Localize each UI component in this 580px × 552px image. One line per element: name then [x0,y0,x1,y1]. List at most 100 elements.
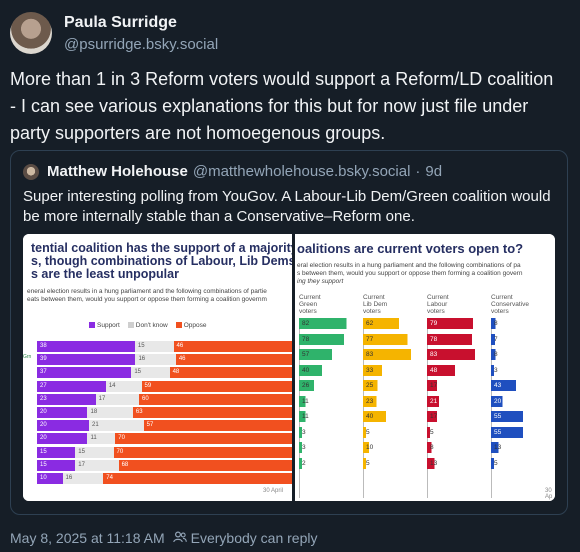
table-bar: 77 [363,333,408,345]
table-bar: 5 [363,426,377,438]
table-bar: 3 [491,364,505,376]
stacked-bar-row: 38 15 46 [37,341,292,352]
right-subtitle-line-1: eral election results in a hung parliame… [297,262,521,269]
right-subtitle-line-3: ing they support [297,278,344,285]
people-icon [172,530,187,546]
left-title-line-1: tential coalition has the support of a m… [31,241,292,255]
dont-know-segment: 15 [131,367,170,379]
support-segment: 23 [37,393,96,405]
left-chart-image[interactable]: tential coalition has the support of a m… [23,234,292,501]
left-title-line-3: s are the least unpopular [31,267,179,281]
table-bar: 7 [491,333,505,345]
oppose-segment: 63 [132,407,292,418]
stacked-bar-row: 20 18 63 [37,407,292,418]
table-bar: 26 [299,380,315,391]
table-bar: 13 [491,442,505,453]
table-column: Current Labour voters 79 78 83 48 17 21 17 5 8 13 [427,294,491,498]
support-segment: 37 [37,367,132,379]
post-text: More than 1 in 3 Reform voters would sup… [10,69,554,143]
column-axis [491,318,492,498]
stacked-bar-row: 10 16 74 [37,473,292,484]
table-bar: 57 [299,349,333,360]
column-axis [299,318,300,498]
support-segment: 20 [37,420,90,432]
reply-setting[interactable]: Everybody can reply [190,530,318,546]
right-title: oalitions are current voters open to? [297,241,524,256]
post-timestamp[interactable]: May 8, 2025 at 11:18 AM [10,530,165,546]
dont-know-segment: 15 [75,446,114,458]
oppose-segment: 59 [141,380,292,392]
table-bar: 2 [299,457,313,469]
table-bar: 11 [299,395,313,407]
left-subtitle-line-2: eats between them, would you support or … [27,296,267,303]
table-column: Current Lib Dem voters 62 77 83 33 25 23 40 5 10 5 [363,294,427,498]
dont-know-segment: 16 [62,473,104,484]
table-bar: 3 [299,442,313,453]
quote-display-name[interactable]: Matthew Holehouse [47,163,188,180]
left-legend: Support Don't know Oppose [89,322,207,329]
table-bar: 40 [363,411,387,422]
row-label-grn: Grn [23,354,32,360]
table-bar: 21 [427,395,441,407]
table-bar: 5 [363,457,377,469]
quote-text: Super interesting polling from YouGov. A… [23,188,551,225]
support-segment: 15 [37,446,76,458]
stacked-bar-row: 20 11 70 [37,433,292,445]
table-bar: 83 [427,349,476,360]
legend-dont-know: Don't know [127,322,168,329]
author-handle[interactable]: @psurridge.bsky.social [64,35,219,53]
oppose-segment: 60 [138,393,292,405]
stacked-bar-row: 15 15 70 [37,446,292,458]
column-axis [363,318,364,498]
image-divider [292,234,295,501]
oppose-segment: 70 [113,446,292,458]
quote-images[interactable]: tential coalition has the support of a m… [23,234,555,501]
right-date: 30 Ap [545,488,553,500]
avatar[interactable] [10,12,52,54]
table-bar: 33 [363,364,383,376]
dont-know-segment: 14 [105,380,142,392]
support-segment: 20 [37,433,88,445]
legend-support: Support [89,322,120,329]
table-bar: 17 [427,380,441,391]
support-segment: 38 [37,341,135,352]
table-bar: 55 [491,426,523,438]
table-bar: 78 [427,333,473,345]
quote-avatar[interactable] [23,163,39,180]
stacked-bar-row: 27 14 59 [37,380,292,392]
table-bar: 8 [491,318,505,329]
right-chart-image[interactable]: oalitions are current voters open to? er… [295,234,555,501]
table-bar: 83 [363,349,412,360]
table-bar: 13 [427,457,441,469]
table-bar: 5 [491,457,505,469]
table-bar: 55 [491,411,523,422]
column-header: Current Conservative voters [491,294,529,315]
dont-know-segment: 15 [134,341,174,352]
right-subtitle-line-2: s between them, would you support or opp… [297,270,523,277]
support-segment: 27 [37,380,106,392]
support-segment: 10 [37,473,63,484]
table-bar: 40 [299,364,323,376]
support-segment: 20 [37,407,88,418]
oppose-segment: 57 [143,420,292,432]
table-bar: 11 [299,411,313,422]
stacked-bar-row: 37 15 48 [37,367,292,379]
left-title-line-2: s, though combinations of Labour, Lib De… [31,254,292,268]
author-display-name[interactable]: Paula Surridge [64,13,177,31]
dont-know-segment: 16 [135,354,176,366]
table-bar: 78 [299,333,345,345]
dont-know-segment: 11 [87,433,116,445]
oppose-segment: 46 [173,341,292,352]
table-bar: 82 [299,318,347,329]
table-bar: 17 [427,411,441,422]
quoted-post[interactable]: Matthew Holehouse @matthewholehouse.bsky… [10,150,568,515]
table-bar: 8 [491,349,505,360]
table-bar: 23 [363,395,377,407]
table-bar: 3 [299,426,313,438]
table-bar: 25 [363,380,378,391]
post-author[interactable]: Paula Surridge @psurridge.bsky.social [10,12,218,54]
stacked-bar-row: 20 21 57 [37,420,292,432]
quote-handle[interactable]: @matthewholehouse.bsky.social [192,163,411,180]
column-header: Current Labour voters [427,294,449,315]
table-bar: 48 [427,364,455,376]
